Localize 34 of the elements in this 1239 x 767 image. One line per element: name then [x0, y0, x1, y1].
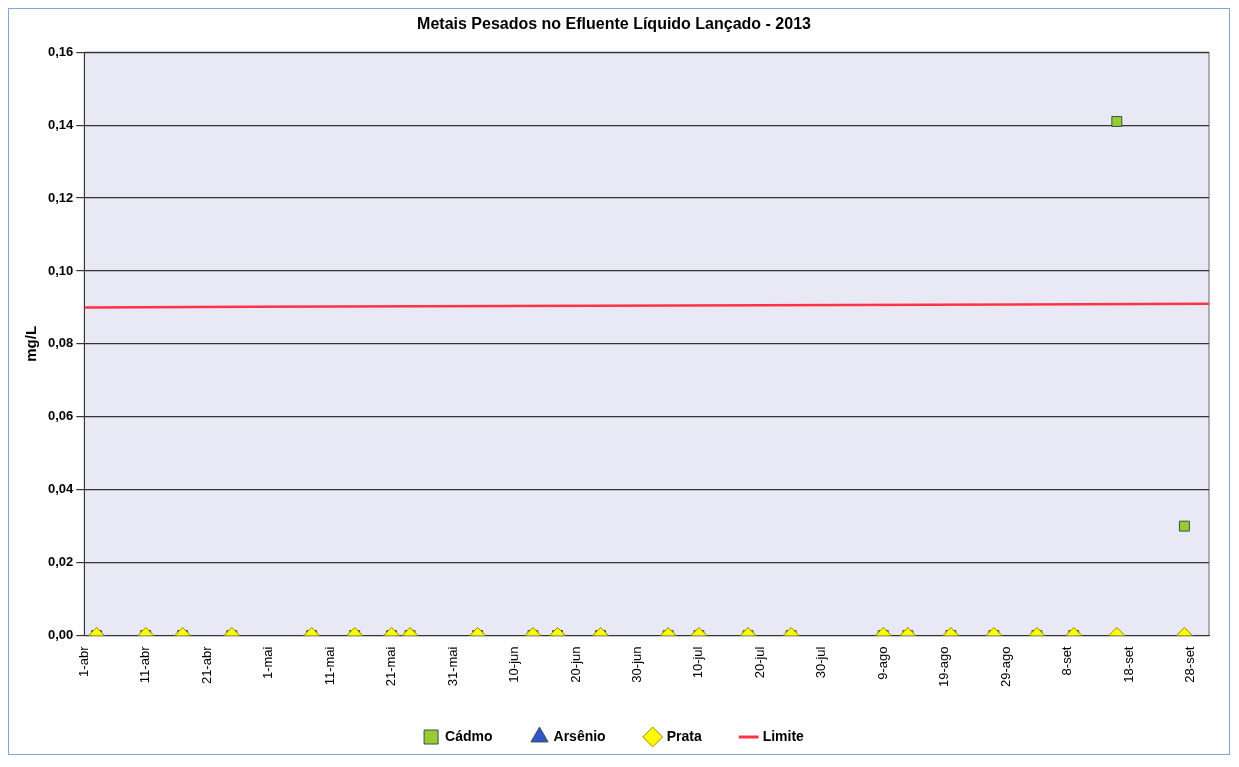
legend-label: Prata	[666, 727, 702, 744]
x-tick-label: 20-jul	[751, 646, 767, 679]
legend-label: Limite	[762, 727, 805, 744]
x-tick-label: 8-set	[1059, 646, 1075, 676]
x-tick-label: 9-ago	[874, 646, 890, 680]
y-tick-label: 0,06	[47, 408, 74, 424]
x-tick-label: 30-jun	[629, 646, 645, 683]
y-tick-label: 0,08	[47, 335, 74, 351]
y-tick-label: 0,10	[47, 262, 74, 278]
y-axis-title: mg/L	[22, 325, 40, 362]
x-tick-label: 11-abr	[137, 645, 153, 684]
x-tick-label: 30-jul	[813, 646, 829, 679]
x-tick-label: 21-abr	[198, 645, 214, 685]
x-tick-label: 31-mai	[444, 646, 460, 687]
y-tick-label: 0,02	[47, 554, 74, 570]
x-tick-label: 20-jun	[567, 646, 583, 683]
x-tick-label: 29-ago	[997, 646, 1013, 688]
y-tick-label: 0,16	[47, 43, 74, 59]
y-tick-label: 0,12	[47, 189, 74, 205]
legend-label: Arsênio	[553, 727, 606, 744]
x-tick-label: 10-jun	[506, 646, 522, 683]
x-tick-label: 28-set	[1182, 646, 1198, 683]
x-tick-label: 11-mai	[321, 646, 337, 686]
x-tick-label: 18-set	[1120, 646, 1136, 683]
legend-label: Cádmo	[445, 727, 493, 744]
y-tick-label: 0,04	[47, 481, 75, 497]
x-tick-label: 21-mai	[383, 646, 399, 687]
x-tick-label: 1-abr	[75, 645, 91, 677]
y-tick-label: 0,00	[47, 627, 74, 643]
x-tick-label: 1-mai	[260, 646, 276, 680]
x-tick-label: 19-ago	[936, 646, 952, 688]
chart-title: Metais Pesados no Efluente Líquido Lançado - 2013	[417, 15, 812, 33]
x-tick-label: 10-jul	[690, 646, 706, 679]
y-tick-label: 0,14	[47, 116, 75, 132]
